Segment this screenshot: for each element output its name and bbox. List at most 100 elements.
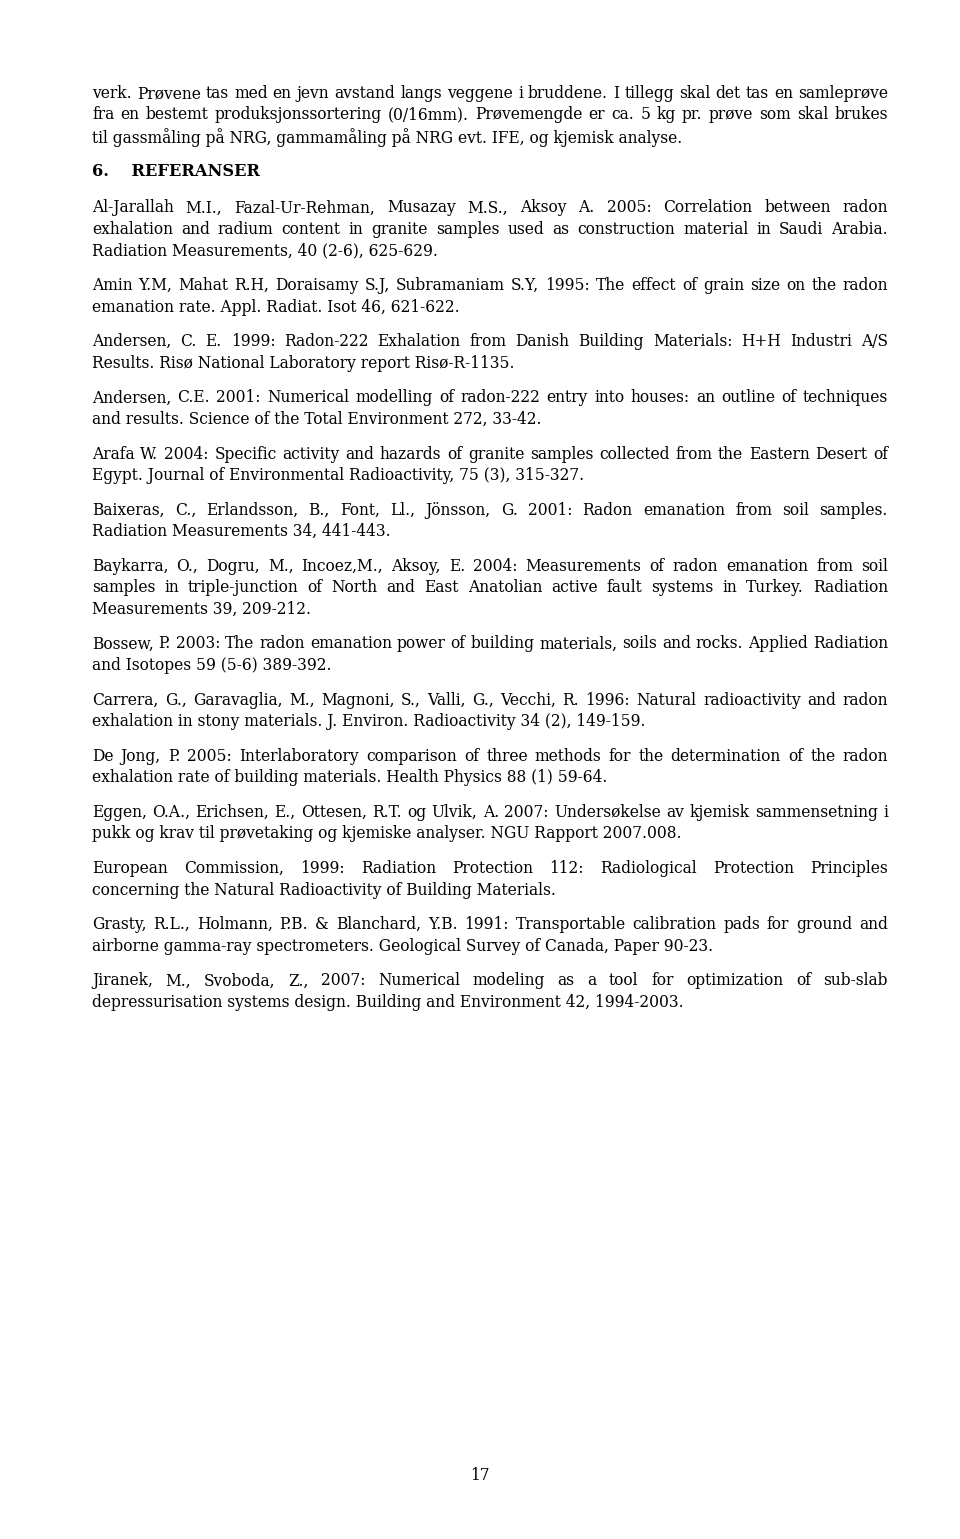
- Text: and: and: [859, 916, 888, 933]
- Text: in: in: [756, 222, 771, 239]
- Text: Radiation: Radiation: [361, 860, 436, 877]
- Text: of: of: [439, 389, 454, 406]
- Text: of: of: [788, 748, 804, 765]
- Text: Industri: Industri: [790, 334, 852, 351]
- Text: Magnoni,: Magnoni,: [321, 691, 395, 708]
- Text: hazards: hazards: [380, 446, 442, 463]
- Text: C.,: C.,: [175, 502, 196, 519]
- Text: content: content: [281, 222, 341, 239]
- Text: techniques: techniques: [803, 389, 888, 406]
- Text: kjemisk: kjemisk: [689, 803, 750, 820]
- Text: O.A.,: O.A.,: [153, 803, 190, 820]
- Text: three: three: [486, 748, 528, 765]
- Text: P.: P.: [158, 636, 171, 653]
- Text: grain: grain: [703, 277, 744, 294]
- Text: 2007:: 2007:: [504, 803, 549, 820]
- Text: from: from: [816, 557, 853, 576]
- Text: Carrera,: Carrera,: [92, 691, 158, 708]
- Text: in: in: [723, 579, 737, 596]
- Text: Natural: Natural: [636, 691, 697, 708]
- Text: a: a: [588, 973, 596, 990]
- Text: fra: fra: [92, 106, 114, 123]
- Text: B.,: B.,: [308, 502, 330, 519]
- Text: Results. Risø National Laboratory report Risø-R-1135.: Results. Risø National Laboratory report…: [92, 354, 515, 372]
- Text: E.: E.: [205, 334, 222, 351]
- Text: Numerical: Numerical: [267, 389, 349, 406]
- Text: Applied: Applied: [748, 636, 808, 653]
- Text: Ulvik,: Ulvik,: [432, 803, 477, 820]
- Text: exhalation rate of building materials. Health Physics 88 (1) 59-64.: exhalation rate of building materials. H…: [92, 770, 608, 786]
- Text: Erichsen,: Erichsen,: [196, 803, 270, 820]
- Text: of: of: [450, 636, 466, 653]
- Text: Radon-222: Radon-222: [284, 334, 369, 351]
- Text: airborne gamma-ray spectrometers. Geological Survey of Canada, Paper 90-23.: airborne gamma-ray spectrometers. Geolog…: [92, 937, 713, 954]
- Text: Y.B.: Y.B.: [428, 916, 457, 933]
- Text: R.H,: R.H,: [234, 277, 270, 294]
- Text: Al-Jarallah: Al-Jarallah: [92, 200, 174, 217]
- Text: &: &: [315, 916, 329, 933]
- Text: en: en: [120, 106, 139, 123]
- Text: 2005:: 2005:: [607, 200, 651, 217]
- Text: C.: C.: [180, 334, 197, 351]
- Text: radioactivity: radioactivity: [703, 691, 801, 708]
- Text: radon: radon: [843, 277, 888, 294]
- Text: soil: soil: [861, 557, 888, 576]
- Text: samples.: samples.: [820, 502, 888, 519]
- Text: emanation: emanation: [643, 502, 725, 519]
- Text: Incoez,M.,: Incoez,M.,: [301, 557, 383, 576]
- Text: 2003:: 2003:: [176, 636, 221, 653]
- Text: H+H: H+H: [741, 334, 781, 351]
- Text: Andersen,: Andersen,: [92, 389, 171, 406]
- Text: 5: 5: [640, 106, 650, 123]
- Text: verk.: verk.: [92, 85, 132, 102]
- Text: and Isotopes 59 (5-6) 389-392.: and Isotopes 59 (5-6) 389-392.: [92, 657, 331, 674]
- Text: samleprøve: samleprøve: [798, 85, 888, 102]
- Text: for: for: [609, 748, 631, 765]
- Text: langs: langs: [400, 85, 442, 102]
- Text: from: from: [735, 502, 772, 519]
- Text: methods: methods: [535, 748, 602, 765]
- Text: the: the: [718, 446, 743, 463]
- Text: M.I.,: M.I.,: [185, 200, 223, 217]
- Text: for: for: [651, 973, 674, 990]
- Text: Musazay: Musazay: [387, 200, 456, 217]
- Text: Fazal-Ur-Rehman,: Fazal-Ur-Rehman,: [234, 200, 375, 217]
- Text: O.,: O.,: [177, 557, 199, 576]
- Text: as: as: [558, 973, 575, 990]
- Text: Grasty,: Grasty,: [92, 916, 147, 933]
- Text: from: from: [469, 334, 507, 351]
- Text: Radiation: Radiation: [813, 636, 888, 653]
- Text: Protection: Protection: [713, 860, 794, 877]
- Text: P.B.: P.B.: [279, 916, 308, 933]
- Text: 112:: 112:: [549, 860, 584, 877]
- Text: G.,: G.,: [472, 691, 493, 708]
- Text: exhalation: exhalation: [92, 222, 173, 239]
- Text: P.: P.: [168, 748, 180, 765]
- Text: ground: ground: [796, 916, 852, 933]
- Text: tas: tas: [746, 85, 769, 102]
- Text: samples: samples: [92, 579, 156, 596]
- Text: veggene: veggene: [447, 85, 513, 102]
- Text: Ll.,: Ll.,: [390, 502, 416, 519]
- Text: i: i: [518, 85, 523, 102]
- Text: E.,: E.,: [275, 803, 296, 820]
- Text: of: of: [781, 389, 797, 406]
- Text: calibration: calibration: [633, 916, 716, 933]
- Text: Materials:: Materials:: [653, 334, 732, 351]
- Text: 2001:: 2001:: [216, 389, 261, 406]
- Text: Font,: Font,: [340, 502, 380, 519]
- Text: Measurements: Measurements: [525, 557, 641, 576]
- Text: Jönsson,: Jönsson,: [425, 502, 491, 519]
- Text: for: for: [767, 916, 789, 933]
- Text: Desert: Desert: [815, 446, 867, 463]
- Text: an: an: [696, 389, 715, 406]
- Text: 2004:: 2004:: [473, 557, 517, 576]
- Text: granite: granite: [372, 222, 428, 239]
- Text: outline: outline: [721, 389, 775, 406]
- Text: pads: pads: [723, 916, 760, 933]
- Text: Radiological: Radiological: [600, 860, 697, 877]
- Text: A/S: A/S: [861, 334, 888, 351]
- Text: 1996:: 1996:: [586, 691, 630, 708]
- Text: modelling: modelling: [355, 389, 433, 406]
- Text: The: The: [226, 636, 254, 653]
